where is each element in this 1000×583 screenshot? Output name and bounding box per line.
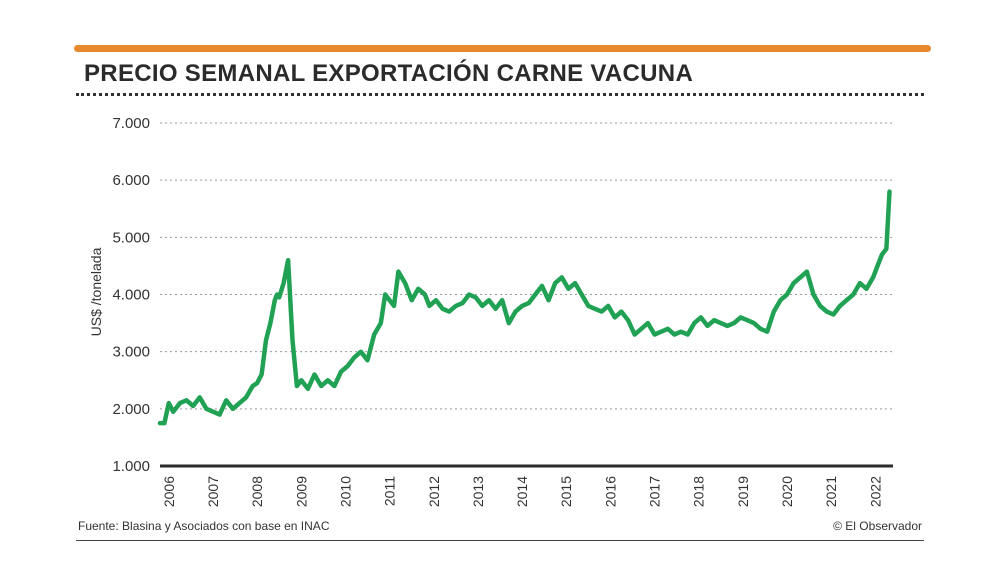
x-tick-label: 2019 <box>735 476 751 507</box>
y-tick-label: 6.000 <box>112 172 150 189</box>
x-tick-label: 2020 <box>779 476 795 507</box>
x-tick-label: 2009 <box>293 476 309 507</box>
x-tick-label: 2021 <box>823 476 839 507</box>
x-tick-label: 2011 <box>382 476 398 506</box>
x-tick-label: 2018 <box>691 476 707 507</box>
footer-divider <box>76 540 924 541</box>
x-tick-label: 2022 <box>867 476 883 507</box>
y-tick-label: 5.000 <box>112 229 150 246</box>
y-tick-label: 3.000 <box>112 344 150 361</box>
x-tick-label: 2014 <box>514 476 530 507</box>
x-tick-label: 2015 <box>558 476 574 507</box>
top-accent-rule <box>74 45 931 52</box>
x-tick-label: 2016 <box>602 476 618 507</box>
x-tick-label: 2008 <box>249 476 265 507</box>
price-series-line <box>157 189 892 426</box>
y-tick-label: 2.000 <box>112 401 150 418</box>
y-tick-label: 4.000 <box>112 287 150 304</box>
x-tick-label: 2006 <box>161 476 177 507</box>
y-axis-ticks: 1.000 2.000 3.000 4.000 5.000 6.000 7.000 <box>112 115 150 475</box>
x-tick-label: 2007 <box>205 476 221 507</box>
chart-title: PRECIO SEMANAL EXPORTACIÓN CARNE VACUNA <box>84 60 694 87</box>
gridlines <box>160 122 893 468</box>
x-tick-label: 2010 <box>337 476 353 507</box>
x-tick-label: 2013 <box>470 476 486 507</box>
y-tick-label: 7.000 <box>112 115 150 132</box>
x-tick-label: 2017 <box>647 476 663 507</box>
y-tick-label: 1.000 <box>112 458 150 475</box>
y-axis-label: US$ /tonelada <box>88 247 104 336</box>
credit-note: © El Observador <box>833 519 922 533</box>
x-axis-ticks: 2006 2007 2008 2009 2010 2011 2012 2013 2014 2015… <box>161 476 884 507</box>
x-tick-label: 2012 <box>426 476 442 507</box>
source-note: Fuente: Blasina y Asociados con base en … <box>78 519 330 533</box>
title-divider <box>76 93 924 96</box>
